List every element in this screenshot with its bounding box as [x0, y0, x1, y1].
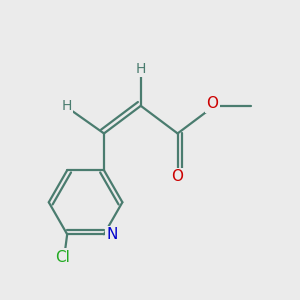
Text: O: O — [172, 169, 184, 184]
Text: N: N — [106, 227, 118, 242]
Text: H: H — [136, 62, 146, 76]
Text: O: O — [207, 97, 219, 112]
Text: H: H — [62, 99, 72, 113]
Text: Cl: Cl — [55, 250, 70, 265]
